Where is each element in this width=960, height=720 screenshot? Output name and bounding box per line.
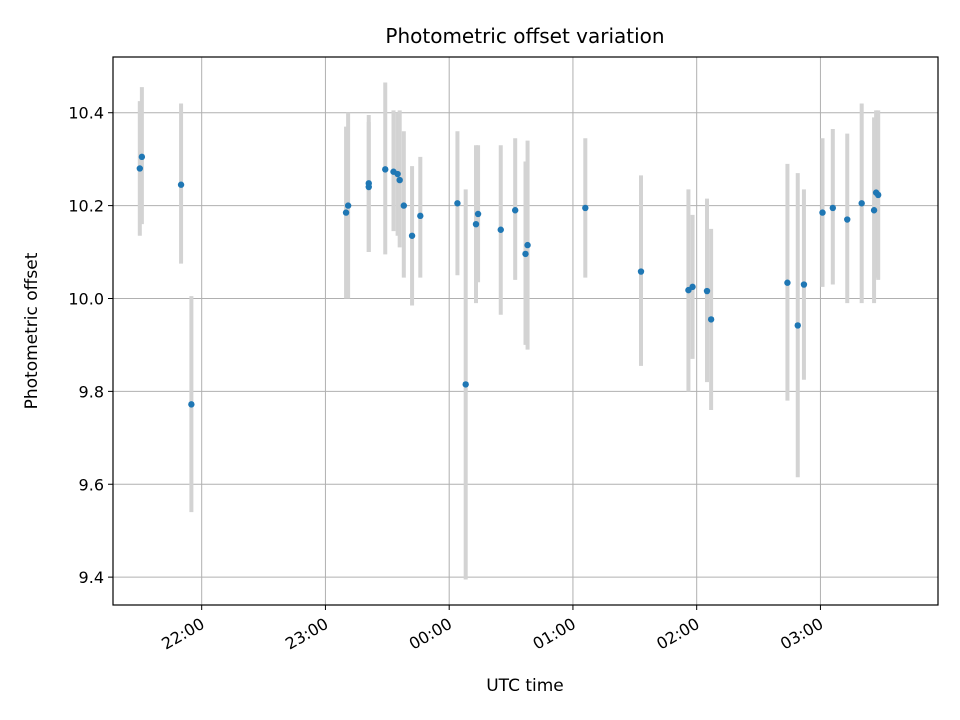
data-point — [136, 165, 144, 172]
x-axis-label: UTC time — [486, 676, 564, 696]
data-point — [454, 200, 461, 207]
data-point — [784, 279, 791, 286]
chart-title: Photometric offset variation — [385, 24, 664, 48]
data-point — [511, 207, 519, 214]
y-axis-label: Photometric offset — [22, 252, 42, 409]
data-point — [365, 180, 372, 187]
y-axis-ticks: 9.4 9.6 9.8 10.0 10.2 10.4 — [68, 104, 113, 587]
data-point — [707, 316, 715, 323]
data-points — [136, 153, 882, 408]
y-tick-label: 9.8 — [79, 382, 104, 401]
data-point — [472, 220, 480, 228]
data-point — [524, 241, 531, 249]
data-point — [497, 226, 504, 233]
data-point — [394, 170, 401, 178]
data-point — [637, 268, 645, 275]
plot-frame — [112, 56, 939, 606]
data-point — [177, 181, 185, 188]
data-point — [829, 204, 837, 212]
data-point — [396, 176, 403, 184]
data-point — [819, 209, 826, 216]
data-point — [870, 207, 878, 214]
data-point — [844, 216, 851, 223]
y-tick-label: 10.4 — [68, 104, 104, 123]
data-point — [874, 191, 882, 199]
data-point — [417, 212, 424, 220]
data-point — [138, 153, 146, 161]
data-point — [800, 281, 808, 288]
y-tick-label: 10.2 — [68, 197, 104, 216]
y-tick-label: 9.4 — [79, 568, 104, 587]
y-tick-label: 9.6 — [79, 475, 104, 494]
data-point — [858, 200, 865, 207]
data-point — [382, 166, 389, 173]
data-point — [344, 202, 352, 209]
y-tick-label: 10.0 — [68, 289, 104, 308]
data-point — [342, 209, 350, 216]
data-point — [703, 287, 711, 295]
data-point — [474, 210, 482, 218]
data-point — [794, 322, 801, 329]
data-point — [689, 283, 696, 291]
data-point — [522, 250, 529, 258]
data-point — [582, 204, 589, 212]
data-point — [400, 202, 408, 209]
data-point — [462, 381, 469, 388]
data-point — [188, 401, 195, 408]
data-point — [408, 232, 416, 239]
